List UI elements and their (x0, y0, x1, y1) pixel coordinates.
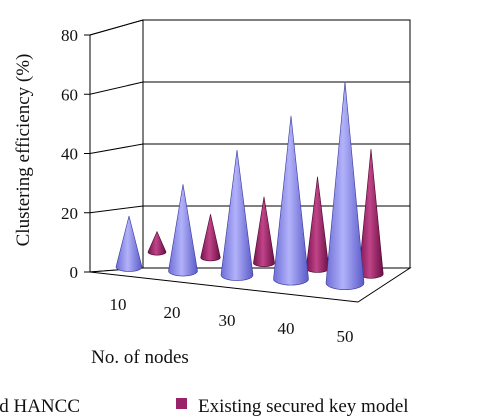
cone-series-2-20 (200, 214, 221, 262)
gridline (89, 143, 410, 154)
cone-series-1-50 (325, 81, 365, 290)
cones (115, 81, 384, 290)
y-tick-label: 20 (61, 204, 78, 223)
x-tick-label: 30 (219, 311, 236, 330)
cone-series-2-10 (147, 230, 167, 256)
cone-series-1-10 (115, 215, 143, 272)
legend-label-series-1: Proposed HANCC (0, 396, 80, 417)
cone-series-1-40 (273, 115, 309, 286)
gridline (89, 81, 410, 95)
y-tick-label: 80 (61, 26, 78, 45)
y-tick-label: 40 (61, 145, 78, 164)
legend-label-series-2: Existing secured key model (198, 396, 409, 417)
x-tick-label: 10 (110, 295, 127, 314)
x-tick-labels: 10 20 30 40 50 (110, 295, 354, 346)
x-axis-title: No. of nodes (91, 347, 189, 368)
legend-swatch-series-2 (176, 398, 187, 409)
side-wall (89, 19, 144, 273)
y-axis-title: Clustering efficiency (%) (13, 54, 34, 247)
x-tick-label: 50 (337, 327, 354, 346)
legend: Proposed HANCC Existing secured key mode… (0, 396, 409, 417)
x-tick-label: 40 (278, 319, 295, 338)
y-tick-label: 60 (61, 85, 78, 104)
x-tick-label: 20 (164, 303, 181, 322)
y-tick-labels: 0 20 40 60 80 (61, 26, 90, 282)
gridline (89, 19, 410, 36)
cone-series-1-20 (168, 184, 198, 277)
cone-series-2-30 (253, 196, 275, 267)
y-tick-label: 0 (70, 263, 79, 282)
cone-series-1-30 (220, 150, 254, 281)
